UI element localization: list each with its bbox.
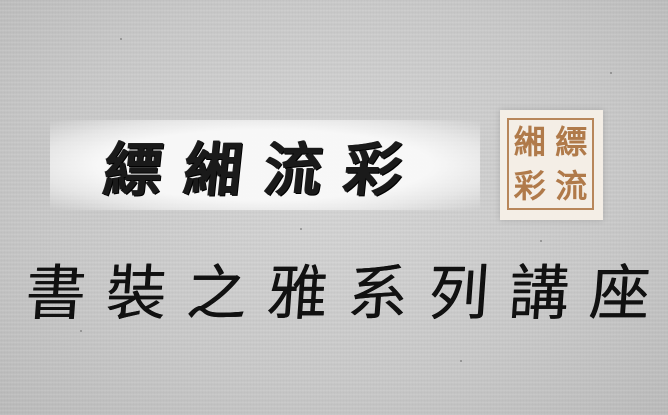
- subtitle-character: 裝: [103, 258, 169, 329]
- subtitle-character: 列: [425, 258, 491, 329]
- subtitle: 書 裝 之 雅 系 列 講 座: [15, 248, 661, 329]
- subtitle-character: 書: [23, 258, 89, 329]
- seal-character: 緗: [513, 123, 546, 161]
- paper-speck: [540, 240, 542, 242]
- paper-speck: [120, 38, 122, 40]
- paper-speck: [460, 360, 462, 362]
- subtitle-character: 座: [587, 258, 653, 329]
- subtitle-character: 之: [184, 258, 250, 329]
- seal-frame: 緗 縹 彩 流: [507, 118, 594, 210]
- seal-character: 縹: [555, 123, 588, 161]
- subtitle-character: 雅: [264, 258, 330, 329]
- seal-stamp: 緗 縹 彩 流: [500, 110, 603, 220]
- subtitle-character: 講: [506, 258, 572, 329]
- paper-speck: [610, 72, 612, 74]
- subtitle-character: 系: [345, 258, 411, 329]
- title-band: 縹緗流彩: [50, 120, 480, 210]
- seal-character: 流: [555, 167, 588, 205]
- paper-speck: [300, 228, 302, 230]
- paper-speck: [80, 330, 82, 332]
- main-title: 縹緗流彩: [100, 136, 429, 204]
- seal-character: 彩: [513, 167, 546, 205]
